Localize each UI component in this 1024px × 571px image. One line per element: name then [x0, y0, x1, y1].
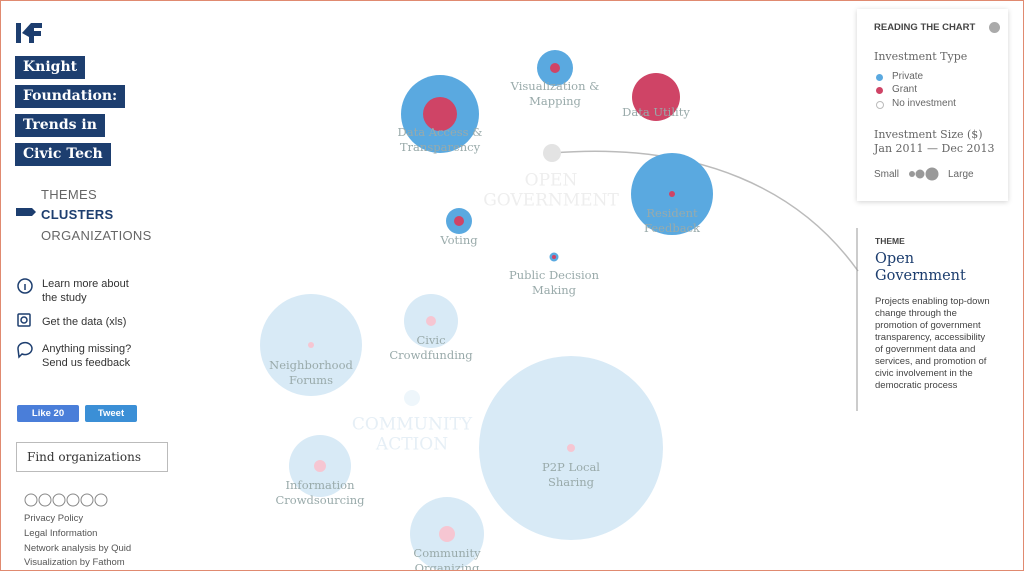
link-line: Get the data (xls): [42, 316, 127, 328]
bubble-label: Data Utility: [622, 105, 690, 119]
size-scale: [909, 167, 939, 181]
footer-link[interactable]: Network analysis by Quid: [24, 543, 132, 554]
legend-subtitle: Investment Type: [874, 50, 968, 63]
group-label: COMMUNITY: [352, 415, 473, 435]
search-box[interactable]: Find organizations: [16, 442, 168, 472]
link[interactable]: Anything missing? Send us feedback: [42, 342, 131, 370]
license-icons: [24, 493, 108, 507]
footer-link[interactable]: Visualization by Fathom: [24, 557, 125, 568]
bubble[interactable]: [632, 73, 680, 121]
bubbles: [260, 50, 713, 570]
link[interactable]: Learn more about the study: [42, 277, 129, 305]
bubble-label: Neighborhood: [269, 358, 353, 372]
legend-swatch: [876, 74, 883, 81]
bubble-label: Resident: [646, 206, 698, 220]
theme-name: Open Government: [875, 251, 966, 284]
bubble-core: [426, 316, 436, 326]
bubble-label: Forums: [289, 373, 333, 387]
bubble-labels: Data Access & Transparency Visualization…: [269, 79, 701, 570]
legend-item: Private: [892, 71, 924, 82]
description-line: civic involvement in the: [875, 368, 973, 379]
bubble-core: [552, 255, 556, 259]
size-label: Small: [874, 169, 900, 180]
description-line: services, and promotion of: [875, 356, 987, 367]
bubble-label: Mapping: [529, 94, 581, 108]
description-line: democratic process: [875, 380, 958, 391]
link-line: the study: [42, 292, 87, 304]
theme-description: Projects enabling top-down change throug…: [875, 296, 990, 392]
link-icons: [17, 278, 33, 359]
bubble-label: Feedback: [644, 221, 701, 235]
collapse-button[interactable]: [989, 22, 1000, 33]
group-label: OPEN: [525, 171, 578, 191]
description-line: promotion of government: [875, 320, 981, 331]
nav-item[interactable]: THEMES: [41, 187, 97, 202]
bubble-label: Civic: [416, 333, 445, 347]
bubble-label: Information: [285, 478, 355, 492]
bubble-label: Crowdfunding: [389, 348, 473, 362]
nav-item[interactable]: ORGANIZATIONS: [41, 228, 152, 243]
description-line: change through the: [875, 308, 957, 319]
legend-period: Jan 2011 — Dec 2013: [874, 142, 995, 155]
logo[interactable]: [16, 23, 42, 43]
link-line: Send us feedback: [42, 357, 131, 369]
legend-item: No investment: [892, 98, 956, 109]
legend-swatch: [876, 101, 884, 109]
bubble-core: [314, 460, 326, 472]
legend-subtitle: Investment Size ($): [874, 128, 983, 141]
link[interactable]: Get the data (xls): [42, 315, 126, 329]
bubble-core: [439, 526, 455, 542]
tweet-button[interactable]: Tweet: [85, 405, 137, 422]
nav-indicator: [16, 208, 36, 216]
bubble-label: Public Decision: [509, 268, 600, 282]
bubble-core: [567, 444, 575, 452]
like-button[interactable]: Like 20: [17, 405, 79, 422]
title-line: Trends in: [15, 114, 105, 137]
theme-kicker: THEME: [875, 236, 905, 246]
size-label: Large: [948, 169, 974, 180]
group-node[interactable]: [543, 144, 561, 162]
bubble-label: Voting: [439, 233, 478, 247]
title-line: Knight: [15, 56, 86, 79]
link-line: Learn more about: [42, 278, 129, 290]
description-line: transparency, accessibility: [875, 332, 986, 343]
bubble-label: Making: [532, 283, 577, 297]
link-line: Anything missing?: [42, 343, 132, 355]
footer-link[interactable]: Privacy Policy: [24, 513, 84, 524]
bubble-core: [423, 97, 457, 131]
group-label: GOVERNMENT: [483, 191, 619, 211]
bubble-core: [669, 191, 675, 197]
nav-item[interactable]: CLUSTERS: [41, 207, 114, 222]
legend-panel: READING THE CHART Investment Type Privat…: [857, 9, 1008, 201]
bubble-label: Transparency: [400, 140, 481, 154]
legend-swatch: [876, 87, 883, 94]
bubble-label: Community: [413, 546, 481, 560]
description-line: of government data and: [875, 344, 976, 355]
footer-link[interactable]: Legal Information: [24, 528, 98, 539]
group-label: ACTION: [375, 435, 448, 455]
bubble-core: [308, 342, 314, 348]
bubble-label: Crowdsourcing: [275, 493, 365, 507]
title-line: Civic Tech: [15, 143, 111, 166]
bubble-label: Organizing: [415, 561, 480, 570]
legend-title: READING THE CHART: [874, 22, 976, 33]
legend-item: Grant: [892, 84, 918, 95]
connector: [551, 150, 859, 272]
bubble-label: Data Access &: [398, 125, 483, 139]
bubble-core: [454, 216, 464, 226]
title-line: Foundation:: [15, 85, 126, 108]
bubble-core: [550, 63, 560, 73]
bubble-label: Visualization &: [510, 79, 600, 93]
bubble-label: P2P Local: [542, 460, 600, 474]
group-node[interactable]: [404, 390, 420, 406]
bubble-label: Sharing: [548, 475, 595, 489]
description-line: Projects enabling top-down: [875, 296, 990, 307]
